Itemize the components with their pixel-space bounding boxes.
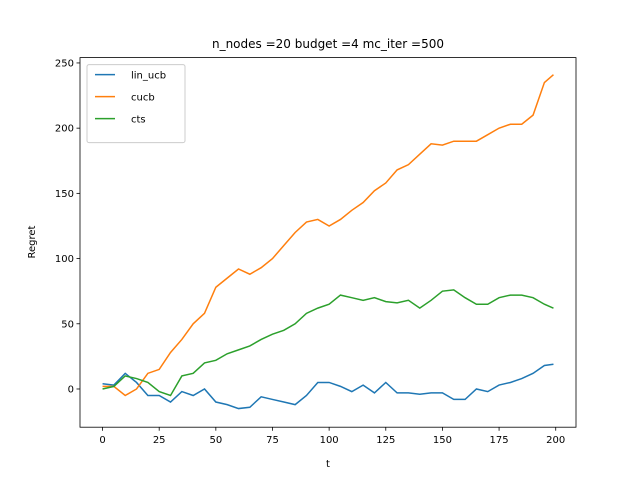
x-tick-label: 75 [266,435,279,446]
series-line [102,74,554,397]
y-tick-label: 150 [55,189,74,200]
x-axis-label: t [326,459,330,470]
y-tick-label: 50 [61,319,74,330]
series-line [102,363,554,410]
y-tick-label: 250 [55,58,74,69]
x-tick-label: 200 [546,435,565,446]
x-tick-label: 25 [153,435,166,446]
x-tick-label: 0 [99,435,105,446]
x-tick-label: 50 [209,435,222,446]
x-tick-label: 100 [320,435,339,446]
y-tick-label: 100 [55,254,74,265]
series-line [102,289,554,397]
x-tick-label: 150 [433,435,452,446]
x-tick-label: 125 [376,435,395,446]
x-tick-label: 175 [490,435,509,446]
chart-title: n_nodes =20 budget =4 mc_iter =500 [212,37,444,51]
y-tick-label: 200 [55,124,74,135]
y-tick-label: 0 [68,384,74,395]
plot-frame [79,57,577,428]
legend-label: cts [131,115,146,126]
legend-label: cucb [131,93,155,104]
legend-box [86,64,186,144]
legend-label: lin_ucb [131,71,166,82]
y-axis-label: Regret [27,225,38,258]
